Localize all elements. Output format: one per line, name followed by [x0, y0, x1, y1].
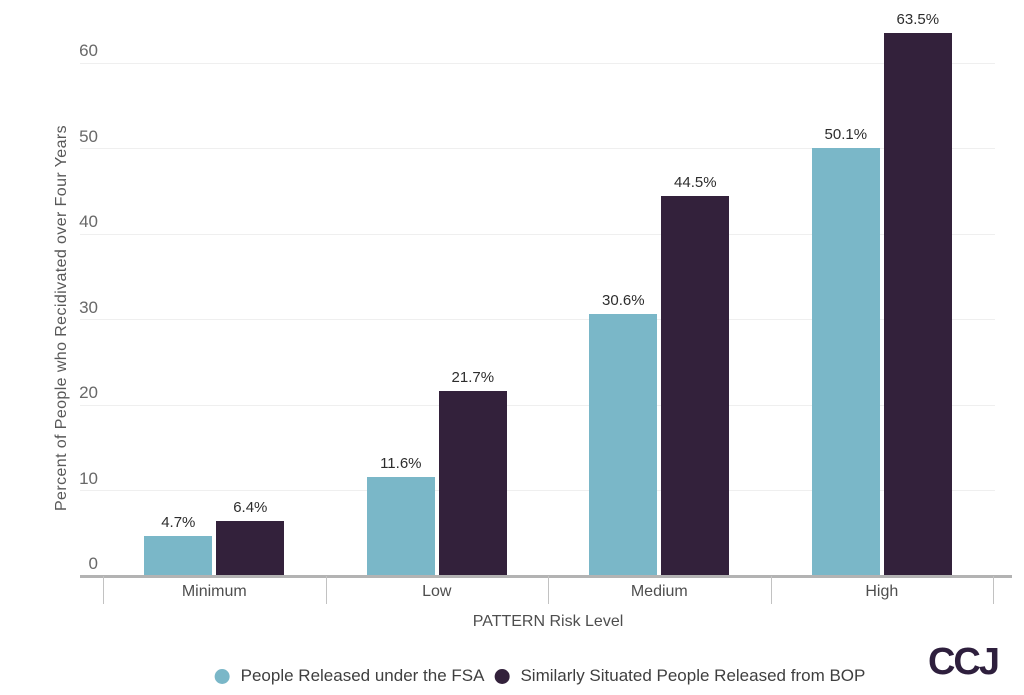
category-separator [770, 576, 772, 604]
gridline [80, 319, 995, 320]
bar-value-label: 11.6% [380, 454, 422, 472]
bar-fsa-low [366, 476, 435, 576]
bar-value-label: 44.5% [674, 173, 717, 191]
ccj-logo: CCJ [927, 641, 1000, 683]
category-label-minimum: Minimum [181, 583, 247, 600]
category-label-high: High [865, 583, 899, 600]
bar-value-label: 6.4% [233, 499, 268, 517]
y-tick-label: 40 [79, 212, 98, 231]
legend-item-bop: Similarly Situated People Released from … [494, 666, 865, 686]
category-label-low: Low [422, 583, 452, 600]
y-tick-label: 0 [88, 554, 98, 573]
bar-bop-low [438, 390, 507, 576]
legend: People Released under the FSA Similarly S… [214, 660, 865, 692]
bar-bop-high [883, 33, 952, 576]
y-tick-label: 30 [79, 297, 98, 317]
bar-bop-medium [661, 195, 730, 576]
category-separator [325, 576, 327, 604]
category-separator [103, 576, 104, 604]
y-tick-label: 10 [79, 468, 98, 488]
bar-bop-minimum [216, 521, 285, 576]
legend-label: Similarly Situated People Released from … [520, 666, 866, 685]
gridline [80, 148, 995, 149]
y-tick-label: 60 [79, 41, 98, 60]
bar-fsa-high [811, 147, 880, 576]
x-axis-baseline [80, 575, 1012, 578]
y-tick-label: 20 [79, 383, 98, 402]
gridline [80, 62, 995, 64]
bar-value-label: 21.7% [451, 368, 495, 386]
bar-value-label: 4.7% [161, 513, 196, 531]
bar-fsa-minimum [144, 535, 213, 576]
x-axis-title: PATTERN Risk Level [472, 613, 624, 630]
legend-label: People Released under the FSA [240, 666, 485, 685]
bar-fsa-medium [589, 314, 658, 576]
category-label-medium: Medium [630, 583, 688, 600]
gridline [80, 490, 995, 491]
category-separator [548, 576, 549, 604]
bar-value-label: 63.5% [896, 11, 940, 29]
y-tick-label: 50 [79, 126, 98, 146]
gridline [80, 233, 995, 235]
legend-swatch-bop-icon [494, 668, 510, 684]
bar-value-label: 30.6% [602, 292, 645, 310]
y-axis-title: Percent of People who Recidivated over F… [53, 124, 70, 512]
legend-item-fsa: People Released under the FSA [214, 666, 485, 686]
legend-swatch-fsa-icon [214, 668, 230, 684]
bar-value-label: 50.1% [824, 125, 868, 143]
category-separator [993, 576, 994, 604]
gridline [80, 404, 995, 406]
